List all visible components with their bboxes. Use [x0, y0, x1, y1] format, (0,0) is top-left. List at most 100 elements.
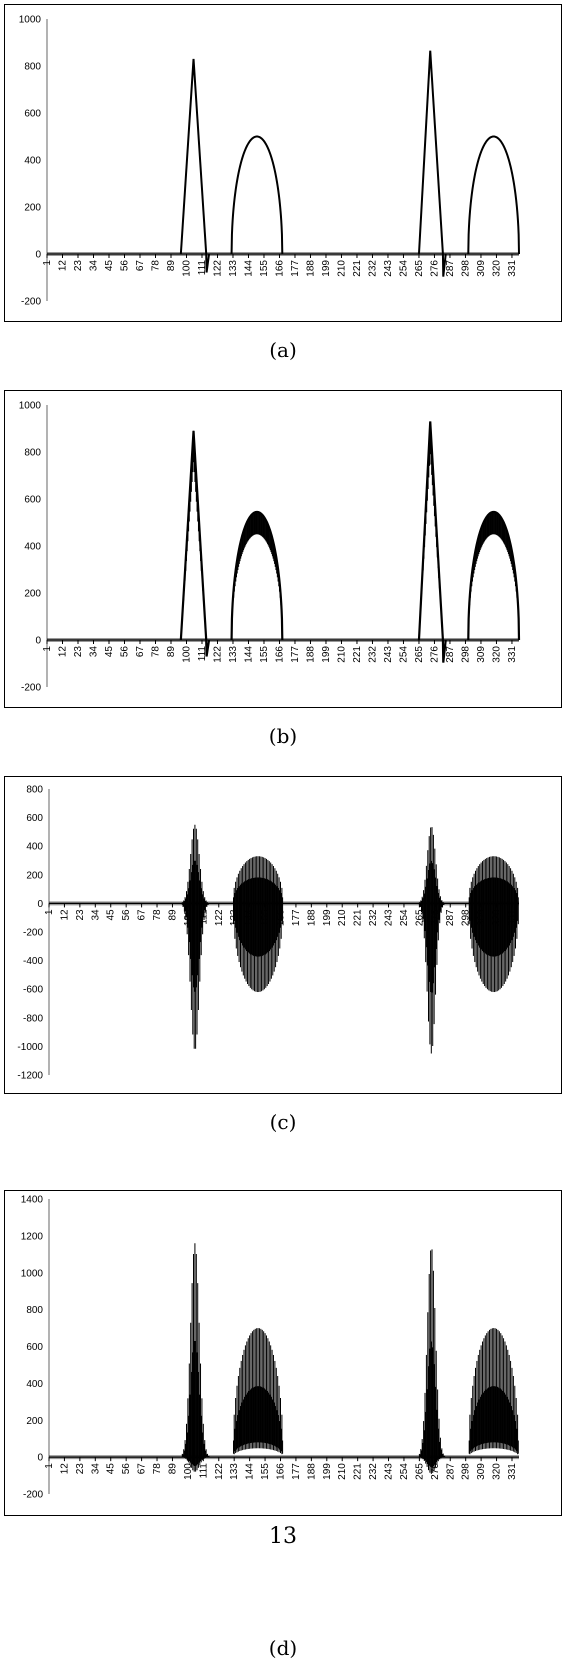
- x-tick-label: 188: [305, 646, 316, 663]
- x-tick-label: 188: [305, 260, 316, 277]
- series-pulse: [179, 58, 211, 273]
- x-tick-label: 276: [430, 1463, 441, 1480]
- x-tick-label: 45: [104, 260, 115, 272]
- x-tick-label: 67: [135, 646, 146, 658]
- x-tick-label: 12: [57, 260, 68, 272]
- x-tick-label: 221: [353, 909, 364, 926]
- x-tick-label: 199: [322, 909, 333, 926]
- x-tick-label: 144: [243, 260, 254, 277]
- x-tick-label: 67: [137, 909, 148, 921]
- series-pulse: [230, 135, 284, 255]
- y-tick-label: 600: [26, 813, 43, 824]
- x-tick-label: 276: [429, 260, 440, 277]
- chart-panel-b: -200 0 200 400 600 800 1000 1 12 23 34 45 56 67 78 89 10…: [4, 390, 562, 708]
- x-tick-label: 133: [229, 1463, 240, 1480]
- x-tick-label: 254: [399, 1463, 410, 1480]
- x-tick-label: 111: [198, 1463, 209, 1479]
- x-tick-label: 122: [214, 1463, 225, 1480]
- x-tick-label: 78: [152, 909, 163, 921]
- x-tick-label: 45: [104, 646, 115, 658]
- y-tick-label: -1200: [17, 1071, 43, 1082]
- caption-a: (a): [269, 338, 297, 362]
- x-tick-label: 331: [507, 1463, 518, 1480]
- y-tick-label: 400: [24, 156, 41, 167]
- x-tick-label: 298: [460, 646, 471, 663]
- y-tick-label: -800: [23, 1013, 43, 1024]
- x-tick-label: 265: [414, 646, 425, 663]
- x-tick-label: 56: [121, 1463, 132, 1475]
- y-tick-label: 1000: [21, 1268, 44, 1279]
- y-tick-label: 600: [26, 1342, 43, 1353]
- chart-b-plot: -200 0 200 400 600 800 1000 1 12 23 34 45 56 67 78 89 10…: [19, 401, 521, 694]
- x-tick-label: 232: [368, 1463, 379, 1480]
- x-tick-label: 298: [460, 260, 471, 277]
- y-tick-label: 800: [24, 62, 41, 73]
- x-tick-label: 199: [321, 260, 332, 277]
- x-tick-label: 100: [181, 260, 192, 277]
- x-tick-label: 67: [135, 260, 146, 272]
- x-tick-label: 78: [152, 1463, 163, 1475]
- x-tick-label: 89: [166, 646, 177, 658]
- x-tick-label: 12: [57, 646, 68, 658]
- x-tick-label: 331: [507, 260, 518, 277]
- y-tick-label: 1000: [19, 15, 42, 26]
- y-tick-label: -200: [23, 1490, 43, 1501]
- x-tick-label: 34: [88, 260, 99, 272]
- x-tick-label: 23: [75, 909, 86, 921]
- caption-b: (b): [268, 724, 298, 748]
- x-tick-label: 34: [90, 1463, 101, 1475]
- x-tick-label: 89: [167, 909, 178, 921]
- x-tick-label: 1: [44, 909, 55, 915]
- x-tick-label: 309: [476, 646, 487, 663]
- x-tick-label: 12: [59, 1463, 70, 1475]
- y-tick-label: 800: [26, 1305, 43, 1316]
- chart-panel-a: -200 0 200 400 600 800 1000 1 12 23 34 45 56 67 78 89 10…: [4, 4, 562, 322]
- x-tick-label: 232: [367, 260, 378, 277]
- x-tick-label: 287: [445, 646, 456, 663]
- y-tick-label: 0: [37, 1453, 43, 1464]
- x-tick-label: 320: [491, 260, 502, 277]
- x-tick-label: 23: [75, 1463, 86, 1475]
- x-tick-label: 89: [167, 1463, 178, 1475]
- chart-c-plot: -1200 -1000 -800 -600 -400 -200 0 200 400 600 800 1…: [17, 785, 519, 1082]
- chart-panel-c: -1200 -1000 -800 -600 -400 -200 0 200 400 600 800 1…: [4, 776, 562, 1094]
- x-tick-label: 287: [445, 1463, 456, 1480]
- x-tick-label: 199: [322, 1463, 333, 1480]
- x-tick-label: 56: [119, 646, 130, 658]
- x-tick-label: 56: [121, 909, 132, 921]
- x-tick-label: 188: [306, 1463, 317, 1480]
- chart-panel-d: -200 0 200 400 600 800 1000 1200 1400 1 12 23 34 45 56…: [4, 1190, 562, 1516]
- x-tick-label: 144: [245, 1463, 256, 1480]
- x-tick-label: 177: [290, 260, 301, 277]
- y-tick-label: 200: [24, 589, 41, 600]
- y-tick-label: 1000: [19, 401, 42, 412]
- x-tick-label: 265: [414, 909, 425, 926]
- y-tick-label: 0: [37, 899, 43, 910]
- series-pulse: [417, 421, 447, 663]
- y-tick-label: 200: [26, 1416, 43, 1427]
- x-tick-label: 265: [414, 1463, 425, 1480]
- y-tick-label: -200: [21, 683, 41, 694]
- x-tick-label: 166: [274, 646, 285, 663]
- x-tick-label: 243: [384, 1463, 395, 1480]
- y-tick-label: 200: [24, 203, 41, 214]
- y-tick-label: -600: [23, 985, 43, 996]
- caption-c: (c): [269, 1110, 297, 1134]
- x-tick-label: 298: [461, 1463, 472, 1480]
- x-tick-label: 34: [90, 909, 101, 921]
- y-tick-label: 200: [26, 870, 43, 881]
- x-tick-label: 210: [336, 260, 347, 277]
- x-tick-label: 232: [368, 909, 379, 926]
- x-tick-label: 166: [275, 1463, 286, 1480]
- x-tick-label: 287: [445, 260, 456, 277]
- y-tick-label: 600: [24, 109, 41, 120]
- x-tick-label: 45: [106, 909, 117, 921]
- x-tick-label: 309: [476, 1463, 487, 1480]
- chart-d-plot: -200 0 200 400 600 800 1000 1200 1400 1 12 23 34 45 56…: [21, 1195, 519, 1501]
- x-tick-label: 122: [212, 260, 223, 277]
- x-tick-label: 155: [259, 260, 270, 277]
- x-tick-label: 100: [181, 646, 192, 663]
- y-tick-label: 400: [26, 842, 43, 853]
- y-tick-label: 800: [26, 785, 43, 796]
- x-tick-label: 78: [150, 646, 161, 658]
